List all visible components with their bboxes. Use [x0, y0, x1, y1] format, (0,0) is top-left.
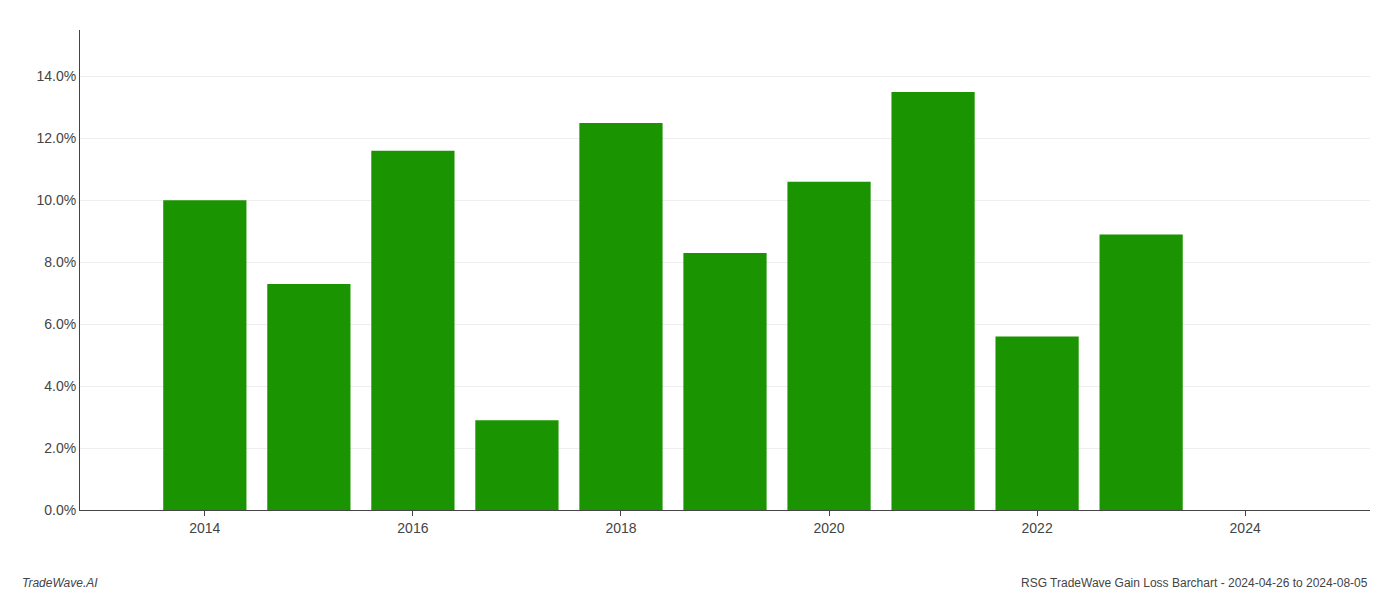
svg-text:2018: 2018 [605, 520, 636, 536]
svg-text:12.0%: 12.0% [36, 130, 76, 146]
svg-text:2020: 2020 [813, 520, 844, 536]
svg-text:14.0%: 14.0% [36, 68, 76, 84]
svg-text:2014: 2014 [189, 520, 220, 536]
svg-text:2016: 2016 [397, 520, 428, 536]
svg-text:2024: 2024 [1230, 520, 1261, 536]
svg-text:0.0%: 0.0% [44, 502, 76, 518]
svg-text:TradeWave.AI: TradeWave.AI [22, 576, 98, 590]
svg-text:RSG TradeWave Gain Loss Barcha: RSG TradeWave Gain Loss Barchart - 2024-… [1021, 576, 1368, 590]
svg-text:6.0%: 6.0% [44, 316, 76, 332]
svg-text:2022: 2022 [1022, 520, 1053, 536]
svg-text:2.0%: 2.0% [44, 440, 76, 456]
svg-text:10.0%: 10.0% [36, 192, 76, 208]
svg-text:4.0%: 4.0% [44, 378, 76, 394]
svg-text:8.0%: 8.0% [44, 254, 76, 270]
